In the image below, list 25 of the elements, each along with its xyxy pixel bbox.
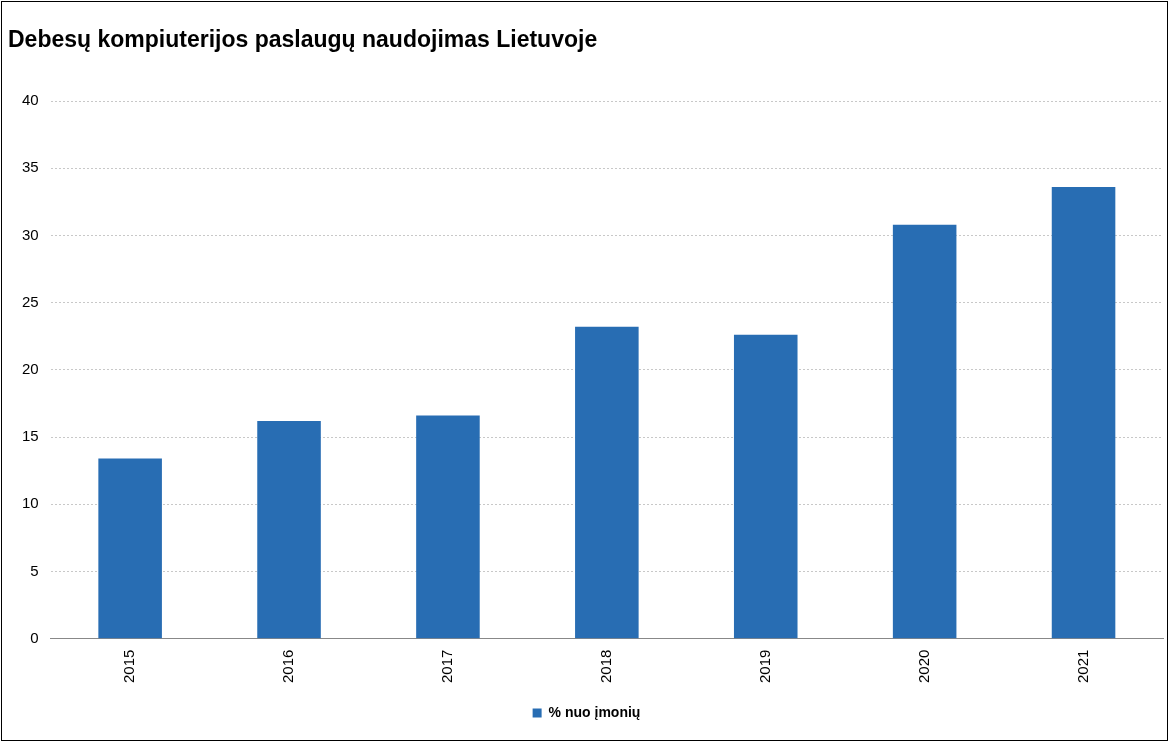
y-tick-label: 5 (30, 561, 39, 579)
bar (1051, 187, 1116, 639)
y-tick-label: 35 (22, 158, 39, 176)
y-tick-label: 10 (22, 494, 39, 512)
x-tick-label: 2018 (596, 649, 614, 684)
x-tick-label: 2019 (755, 649, 773, 684)
y-tick-label: 25 (22, 292, 39, 310)
y-tick-label: 30 (22, 225, 39, 243)
y-tick-label: 40 (22, 91, 39, 109)
bar (416, 415, 480, 639)
x-tick-label: 2015 (120, 649, 138, 684)
x-tick-label: 2017 (438, 649, 456, 684)
y-tick-label: 15 (22, 427, 39, 445)
x-tick-label: 2021 (1073, 649, 1091, 684)
bar (733, 334, 798, 639)
y-tick-label: 0 (30, 628, 39, 646)
bar (575, 326, 639, 639)
bar (892, 224, 957, 639)
y-tick-label: 20 (22, 359, 39, 377)
legend-label: % nuo įmonių (548, 703, 641, 720)
chart-title: Debesų kompiuterijos paslaugų naudojimas Lietuvoje (8, 26, 598, 53)
x-tick-label: 2020 (914, 649, 932, 684)
bar (257, 420, 321, 639)
bar (98, 458, 162, 639)
x-tick-label: 2016 (279, 649, 297, 684)
